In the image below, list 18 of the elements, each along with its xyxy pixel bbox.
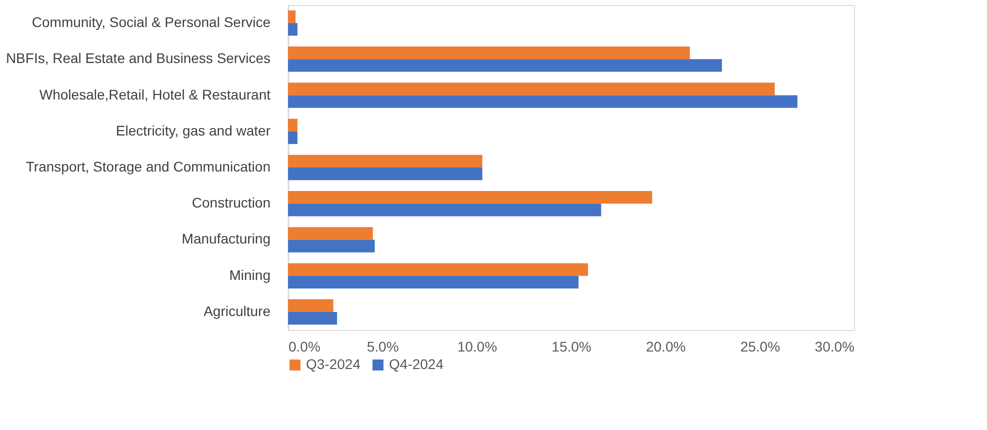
x-tick-label: 0.0% xyxy=(288,338,320,354)
y-tick-label: Mining xyxy=(229,266,270,283)
y-tick-label: Wholesale,Retail, Hotel & Restaurant xyxy=(39,86,271,102)
x-tick-label: 5.0% xyxy=(366,338,399,354)
x-tick-label: 30.0% xyxy=(814,338,854,354)
x-tick-label: 10.0% xyxy=(457,338,498,354)
x-tick-label: 25.0% xyxy=(740,338,780,354)
y-tick-label: Community, Social & Personal Service xyxy=(32,14,271,30)
x-tick-label: 15.0% xyxy=(552,338,592,354)
y-tick-label: NBFIs, Real Estate and Business Services xyxy=(6,50,270,66)
legend-label: Q3-2024 xyxy=(306,356,361,372)
y-tick-label: Construction xyxy=(192,194,270,211)
y-tick-label: Electricity, gas and water xyxy=(116,122,271,138)
legend-label: Q4-2024 xyxy=(389,356,444,372)
x-tick-label: 20.0% xyxy=(646,338,686,354)
y-tick-label: Agriculture xyxy=(204,302,271,319)
y-tick-label: Manufacturing xyxy=(182,230,270,247)
y-tick-label: Transport, Storage and Communication xyxy=(26,158,270,174)
